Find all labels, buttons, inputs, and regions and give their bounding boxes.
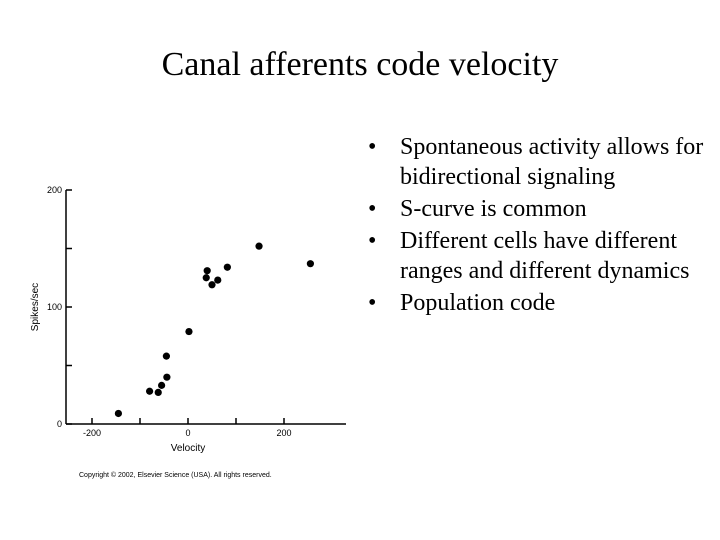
bullet-item: • Population code [364, 288, 704, 318]
data-point [208, 281, 216, 289]
x-tick-label: 200 [276, 428, 291, 438]
bullet-item: • S-curve is common [364, 194, 704, 224]
y-tick-label: 100 [47, 302, 62, 312]
bullet-marker: • [368, 196, 377, 222]
bullet-item: • Different cells have different ranges a… [364, 226, 704, 286]
data-point [223, 263, 231, 271]
data-point [146, 387, 154, 395]
y-tick-label: 0 [57, 419, 62, 429]
data-point [158, 381, 166, 389]
bullet-text: S-curve is common [400, 196, 587, 222]
x-axis-label: Velocity [171, 443, 205, 454]
data-point [114, 409, 122, 418]
data-point [214, 276, 222, 284]
x-tick-label: -200 [83, 428, 101, 438]
data-point [203, 267, 211, 275]
bullet-marker: • [368, 228, 377, 254]
y-tick-label: 200 [47, 185, 62, 195]
data-point [185, 327, 193, 336]
bullet-item: • Spontaneous activity allows for bidirec… [364, 132, 704, 192]
copyright-notice: Copyright © 2002, Elsevier Science (USA)… [79, 471, 272, 479]
y-ticks: 0 100 200 [47, 185, 72, 429]
bullet-text: Population code [400, 290, 556, 316]
bullet-text: Spontaneous activity allows for bidirect… [400, 134, 704, 190]
x-tick-label: 0 [185, 428, 190, 438]
y-axis-label: Spikes/sec [30, 283, 41, 331]
slide-title: Canal afferents code velocity [161, 46, 559, 83]
bullet-marker: • [368, 134, 377, 160]
data-point [163, 373, 171, 381]
x-ticks: -200 0 200 [83, 418, 292, 438]
data-points [114, 242, 314, 418]
bullet-text: Different cells have different ranges an… [400, 228, 690, 284]
bullet-marker: • [368, 290, 377, 316]
data-point [255, 242, 263, 250]
data-point [162, 352, 170, 360]
data-point [154, 388, 162, 397]
data-point [306, 260, 314, 268]
data-point [202, 274, 210, 282]
bullet-list: • Spontaneous activity allows for bidirec… [364, 132, 704, 320]
